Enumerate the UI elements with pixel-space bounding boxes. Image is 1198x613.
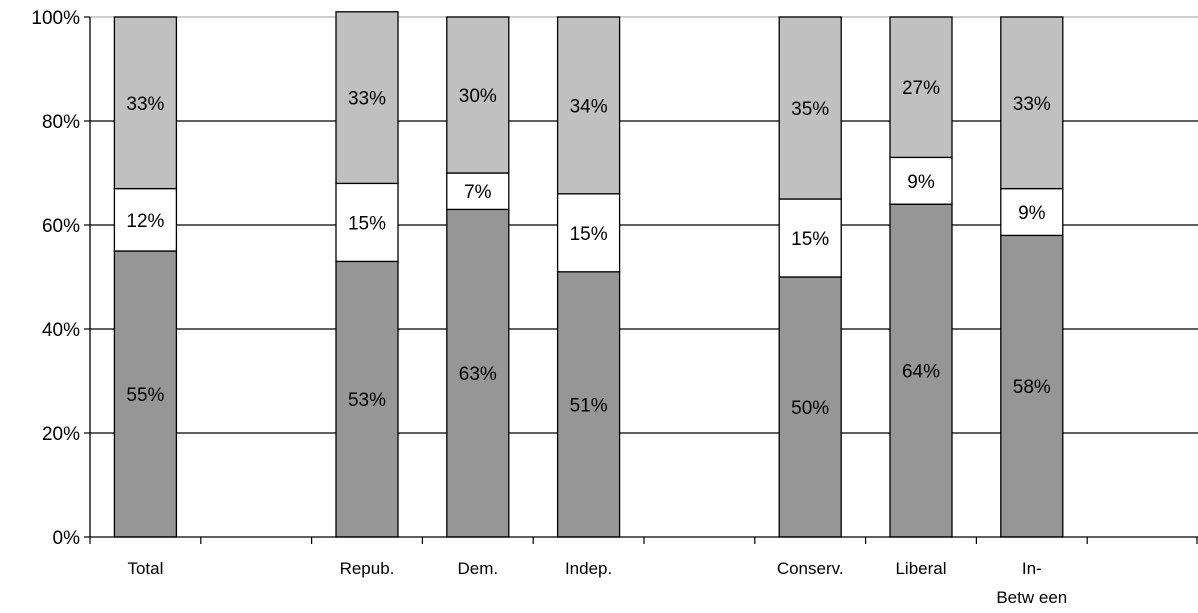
y-tick-label: 40% (42, 320, 80, 341)
x-tick-label: Liberal (895, 559, 946, 578)
bar-segment (1000, 234, 1064, 538)
data-label: 12% (126, 211, 164, 232)
bar-segment (556, 271, 621, 538)
bars (113, 11, 1064, 538)
bar-segment (113, 187, 178, 252)
data-label: 34% (570, 96, 608, 117)
data-label: 33% (1013, 94, 1051, 115)
data-label: 33% (126, 94, 164, 115)
x-tick-label: Conserv. (777, 559, 844, 578)
data-label: 64% (902, 362, 940, 383)
bar-segment (446, 208, 510, 538)
x-tick-label: Indep. (565, 559, 612, 578)
y-tick-label: 60% (42, 216, 80, 237)
x-tick-label: In- (1022, 559, 1042, 578)
y-tick-label: 100% (31, 8, 80, 29)
bar-segment (889, 16, 953, 159)
data-label: 27% (902, 78, 940, 99)
bar-segment (113, 16, 178, 190)
x-tick-label: Total (127, 559, 163, 578)
bar-segment (889, 156, 953, 205)
y-tick-label: 80% (42, 112, 80, 133)
y-tick-label: 20% (42, 424, 80, 445)
data-label: 63% (459, 364, 497, 385)
data-label: 30% (459, 86, 497, 107)
data-label: 50% (791, 398, 829, 419)
y-tick-label: 0% (53, 528, 81, 549)
data-label: 7% (464, 182, 492, 203)
axes (84, 16, 1198, 544)
data-label: 35% (791, 99, 829, 120)
bar-segment (778, 16, 842, 200)
x-tick-label: Betw een (996, 588, 1067, 607)
data-label: 58% (1013, 377, 1051, 398)
data-label: 33% (348, 89, 386, 110)
bar-segment (556, 16, 621, 195)
bar-segment (1000, 187, 1064, 237)
data-label: 15% (570, 224, 608, 245)
bar-segment (889, 203, 953, 538)
data-label: 15% (348, 213, 386, 234)
bar-segment (778, 198, 842, 278)
bar-segment (335, 11, 399, 185)
x-tick-label: Dem. (457, 559, 498, 578)
data-label: 9% (907, 172, 935, 193)
data-label: 15% (791, 229, 829, 250)
labels: 0% 20% 40% 60% 80% 100% 55% 12% 33% Total 53% 15% 33… (31, 8, 1067, 607)
bar-segment (778, 276, 842, 538)
bar-segment (446, 16, 510, 174)
bar-segment (1000, 16, 1064, 190)
data-label: 55% (126, 385, 164, 406)
data-label: 51% (570, 395, 608, 416)
x-tick-label: Repub. (340, 559, 395, 578)
bar-segment (113, 250, 178, 538)
data-label: 9% (1018, 203, 1046, 224)
bar-segment (446, 172, 510, 211)
data-label: 53% (348, 390, 386, 411)
